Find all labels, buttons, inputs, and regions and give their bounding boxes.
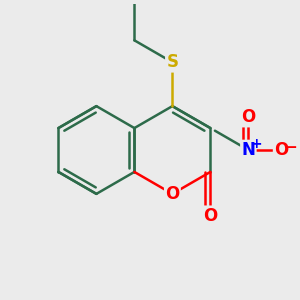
Text: −: −	[284, 140, 297, 154]
Text: O: O	[165, 185, 179, 203]
Text: N: N	[242, 141, 255, 159]
Text: +: +	[251, 136, 262, 151]
Text: O: O	[203, 207, 218, 225]
Text: S: S	[167, 53, 178, 71]
Text: O: O	[241, 108, 256, 126]
Text: O: O	[274, 141, 288, 159]
